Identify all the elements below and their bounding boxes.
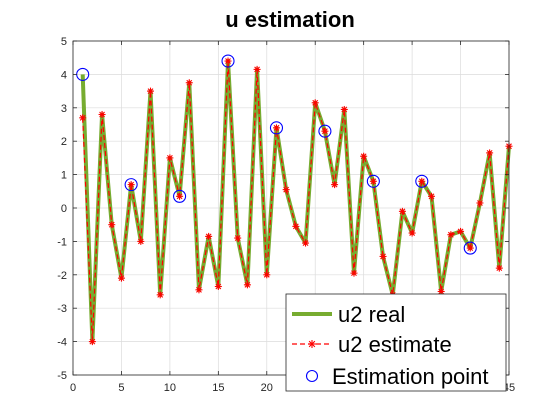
series-line-u2-estimate: [82, 61, 510, 342]
estimate-point: [98, 110, 106, 118]
legend-box: [285, 293, 507, 392]
y-tick-label: -2: [57, 270, 67, 282]
estimation-point: [124, 178, 138, 192]
estimate-point: [224, 57, 232, 65]
estimation-point: [318, 124, 332, 138]
estimate-point: [292, 222, 300, 230]
estimate-point: [117, 274, 125, 282]
estimate-point: [302, 239, 310, 247]
estimate-point: [263, 271, 271, 279]
estimate-point: [360, 152, 368, 160]
estimate-point: [282, 186, 290, 194]
chart-title: u estimation: [225, 7, 355, 32]
series-layer: [76, 54, 513, 346]
estimate-point: [486, 149, 494, 157]
estimation-point: [269, 121, 284, 135]
estimate-point: [156, 291, 164, 299]
estimate-point: [379, 252, 387, 260]
x-tick-label: 20: [261, 382, 273, 394]
y-tick-label: 3: [61, 103, 67, 115]
y-tick-label: 1: [61, 170, 67, 182]
y-tick-label: -3: [57, 303, 67, 315]
estimate-point: [127, 181, 135, 189]
legend: u2 real u2 estimate Estimation point: [285, 293, 507, 392]
estimate-point: [176, 192, 184, 200]
legend-star-marker: [308, 340, 316, 348]
estimate-point: [418, 177, 426, 185]
estimate-point: [185, 79, 193, 87]
estimate-point: [234, 234, 242, 242]
legend-label-estimation-point: Estimation point: [332, 364, 489, 389]
y-tick-label: 2: [61, 136, 67, 148]
x-tick-label: 0: [70, 382, 76, 394]
estimation-point: [463, 241, 477, 255]
estimate-point: [495, 264, 503, 272]
x-tick-label: 15: [212, 382, 224, 394]
estimate-point: [243, 281, 251, 289]
legend-label-u2-real: u2 real: [338, 302, 405, 327]
estimation-point: [366, 174, 380, 188]
estimate-point: [205, 232, 213, 240]
estimate-point: [147, 87, 155, 95]
estimate-point: [340, 105, 348, 113]
estimate-point: [166, 154, 174, 162]
estimate-point: [408, 229, 416, 237]
y-tick-label: -4: [57, 337, 67, 349]
estimate-point: [311, 99, 319, 107]
estimate-point: [466, 244, 474, 252]
estimate-point: [79, 114, 87, 122]
estimate-point: [369, 177, 377, 185]
y-tick-label: 5: [61, 36, 67, 48]
estimate-point: [331, 181, 339, 189]
estimation-point: [173, 189, 187, 203]
estimate-point: [350, 269, 358, 277]
y-tick-label: -5: [57, 370, 67, 382]
estimate-point: [214, 282, 222, 290]
estimate-point: [398, 207, 406, 215]
x-tick-label: 5: [118, 382, 124, 394]
estimate-point: [427, 192, 435, 200]
estimate-point: [88, 338, 96, 346]
legend-circle-marker: [305, 369, 319, 383]
estimation-point: [415, 174, 429, 188]
x-tick-label: 10: [164, 382, 176, 394]
estimate-point: [272, 124, 280, 132]
estimate-point: [321, 127, 329, 135]
y-tick-label: 0: [61, 203, 67, 215]
y-tick-label: 4: [61, 69, 67, 81]
estimate-point: [253, 65, 261, 73]
estimate-point: [476, 199, 484, 207]
estimate-point: [108, 221, 116, 229]
estimate-point: [137, 237, 145, 245]
legend-label-u2-estimate: u2 estimate: [338, 332, 452, 357]
estimate-point: [447, 231, 455, 239]
y-tick-label: -1: [57, 236, 67, 248]
estimate-point: [457, 227, 465, 235]
estimate-point: [195, 286, 203, 294]
estimation-point: [221, 54, 235, 68]
